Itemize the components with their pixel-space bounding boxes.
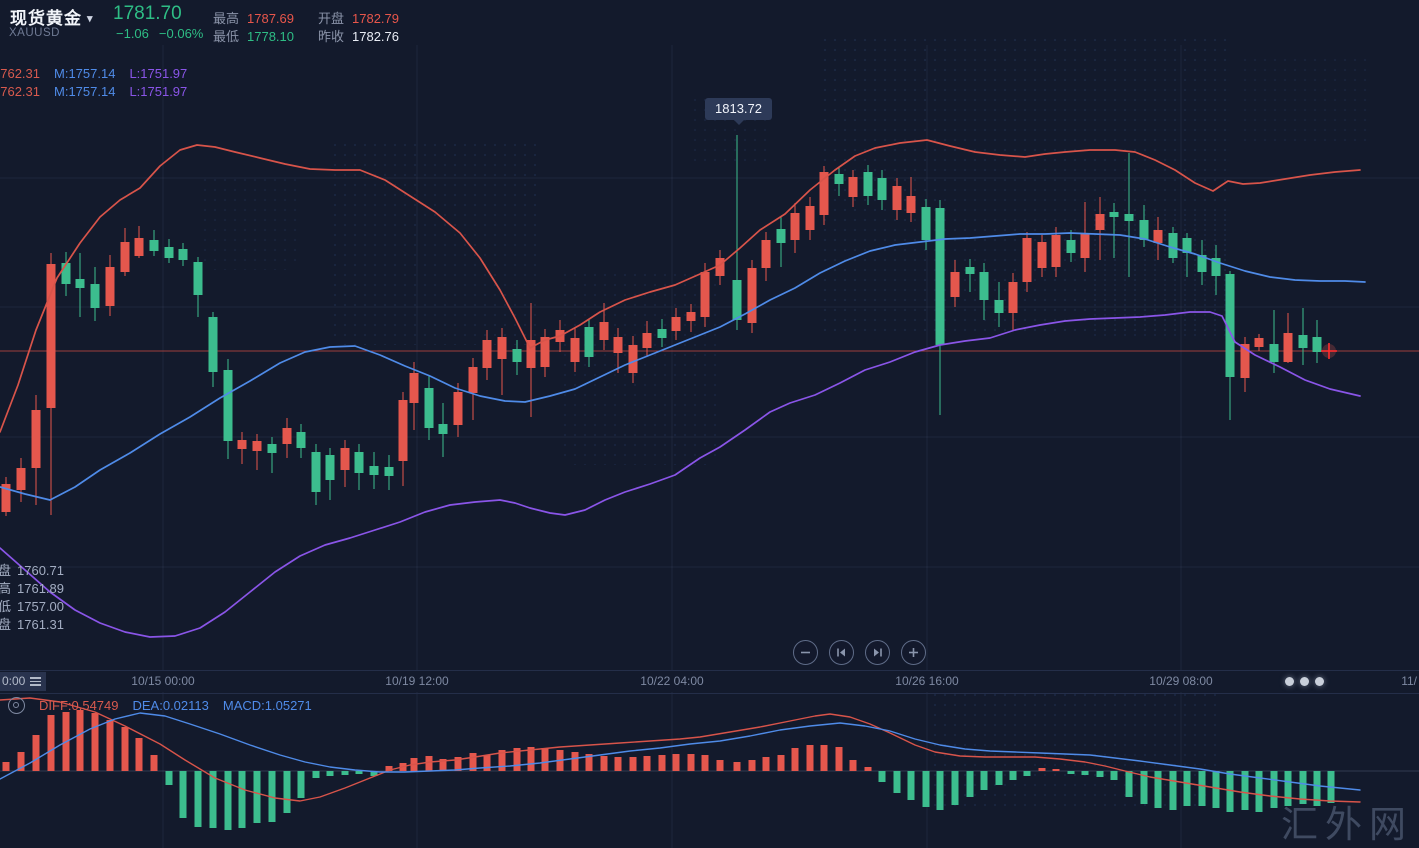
candlestick-series bbox=[1, 135, 1322, 516]
price-change: −1.06 −0.06% bbox=[116, 26, 204, 41]
skip-start-icon bbox=[837, 648, 845, 657]
axis-first-tick-chip: 0:00 bbox=[0, 672, 47, 691]
current-price-marker bbox=[1321, 343, 1337, 359]
stat-prev-close: 昨收 1782.76 bbox=[318, 29, 400, 44]
boll-lower-band-line bbox=[0, 311, 1361, 638]
loading-more-dots bbox=[1285, 677, 1324, 686]
macd-macd-value: MACD:1.05271 bbox=[222, 698, 312, 713]
x-axis-tick: 10/22 04:00 bbox=[640, 674, 704, 688]
minus-icon bbox=[801, 651, 810, 654]
symbol-selector[interactable]: 现货黄金 ▾ bbox=[10, 9, 94, 28]
x-axis-row[interactable]: 0:00 10/15 00:00 10/19 12:00 10/22 04:00 10… bbox=[0, 670, 1419, 694]
hover-ohlc-panel: 开盘1760.71 最高1761.89 最低1757.00 收盘1761.31 bbox=[0, 562, 64, 634]
ohlc-close: 收盘1761.31 bbox=[0, 617, 65, 632]
stat-open: 开盘 1782.79 bbox=[318, 11, 400, 26]
x-axis-tick: 10/15 00:00 bbox=[131, 674, 195, 688]
skip-end-icon bbox=[874, 648, 882, 657]
last-price: 1781.70 bbox=[113, 3, 182, 24]
stat-high: 最高 1787.69 bbox=[213, 11, 295, 26]
header-bar: 现货黄金 ▾ XAUUSD 1781.70 −1.06 −0.06% 最高 1787.… bbox=[0, 0, 1419, 45]
ohlc-open: 开盘1760.71 bbox=[0, 563, 65, 578]
boll-indicator-row-1: U:1762.31M:1757.14L:1751.97 bbox=[0, 66, 188, 81]
macd-indicator-row: DIFF:0.54749 DEA:0.02113 MACD:1.05271 bbox=[8, 697, 312, 714]
boll-indicator-row-2: U:1762.31M:1757.14L:1751.97 bbox=[0, 84, 188, 99]
boll-upper-band-line bbox=[0, 139, 1361, 433]
x-axis-tick-partial: 11/ bbox=[1401, 674, 1417, 688]
chart-nav-controls bbox=[793, 640, 926, 665]
zoom-out-button[interactable] bbox=[793, 640, 818, 665]
x-axis-tick: 10/26 16:00 bbox=[895, 674, 959, 688]
weekday-wed-icon bbox=[30, 675, 42, 688]
stat-low: 最低 1778.10 bbox=[213, 29, 295, 44]
x-axis-tick: 10/19 12:00 bbox=[385, 674, 449, 688]
skip-to-start-button[interactable] bbox=[829, 640, 854, 665]
gear-icon[interactable] bbox=[8, 697, 25, 714]
zoom-in-button[interactable] bbox=[901, 640, 926, 665]
high-price-tooltip: 1813.72 bbox=[705, 98, 772, 125]
ohlc-high: 最高1761.89 bbox=[0, 581, 65, 596]
macd-pane bbox=[0, 697, 1419, 830]
ohlc-low: 最低1757.00 bbox=[0, 599, 65, 614]
macd-diff-value: DIFF:0.54749 bbox=[39, 698, 119, 713]
skip-to-end-button[interactable] bbox=[865, 640, 890, 665]
watermark: 汇外网 bbox=[1281, 804, 1413, 845]
chevron-down-icon: ▾ bbox=[87, 13, 94, 25]
grid-lines bbox=[0, 45, 1419, 848]
plus-icon bbox=[909, 648, 918, 657]
boll-middle-band-line bbox=[0, 232, 1366, 501]
symbol-code: XAUUSD bbox=[9, 27, 60, 39]
x-axis-tick: 10/29 08:00 bbox=[1149, 674, 1213, 688]
macd-dea-value: DEA:0.02113 bbox=[132, 698, 209, 713]
